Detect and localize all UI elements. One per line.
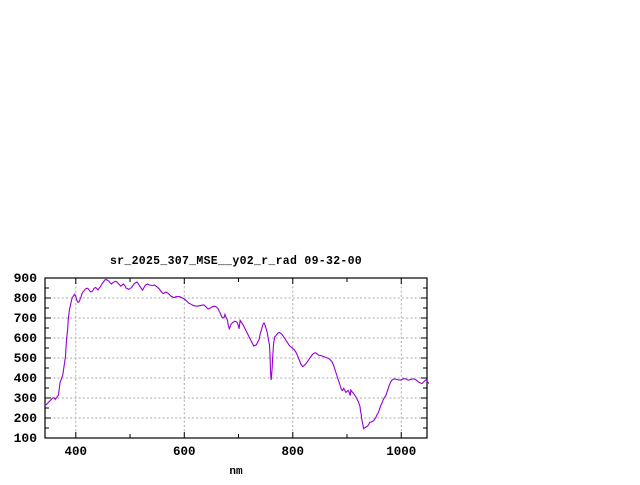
svg-text:sr_2025_307_MSE__y02_r_rad 09: sr_2025_307_MSE__y02_r_rad 09-32-00 bbox=[110, 255, 362, 268]
svg-text:1000: 1000 bbox=[386, 445, 416, 459]
svg-text:900: 900 bbox=[14, 271, 38, 286]
svg-text:700: 700 bbox=[14, 311, 38, 326]
svg-text:800: 800 bbox=[14, 291, 38, 306]
svg-text:200: 200 bbox=[14, 411, 38, 426]
svg-text:nm: nm bbox=[229, 466, 243, 478]
svg-text:400: 400 bbox=[65, 445, 88, 459]
svg-text:300: 300 bbox=[14, 391, 38, 406]
svg-text:400: 400 bbox=[14, 371, 38, 386]
svg-text:800: 800 bbox=[282, 445, 305, 459]
svg-text:100: 100 bbox=[14, 431, 38, 446]
svg-text:600: 600 bbox=[14, 331, 38, 346]
svg-text:500: 500 bbox=[14, 351, 38, 366]
svg-text:600: 600 bbox=[173, 445, 196, 459]
